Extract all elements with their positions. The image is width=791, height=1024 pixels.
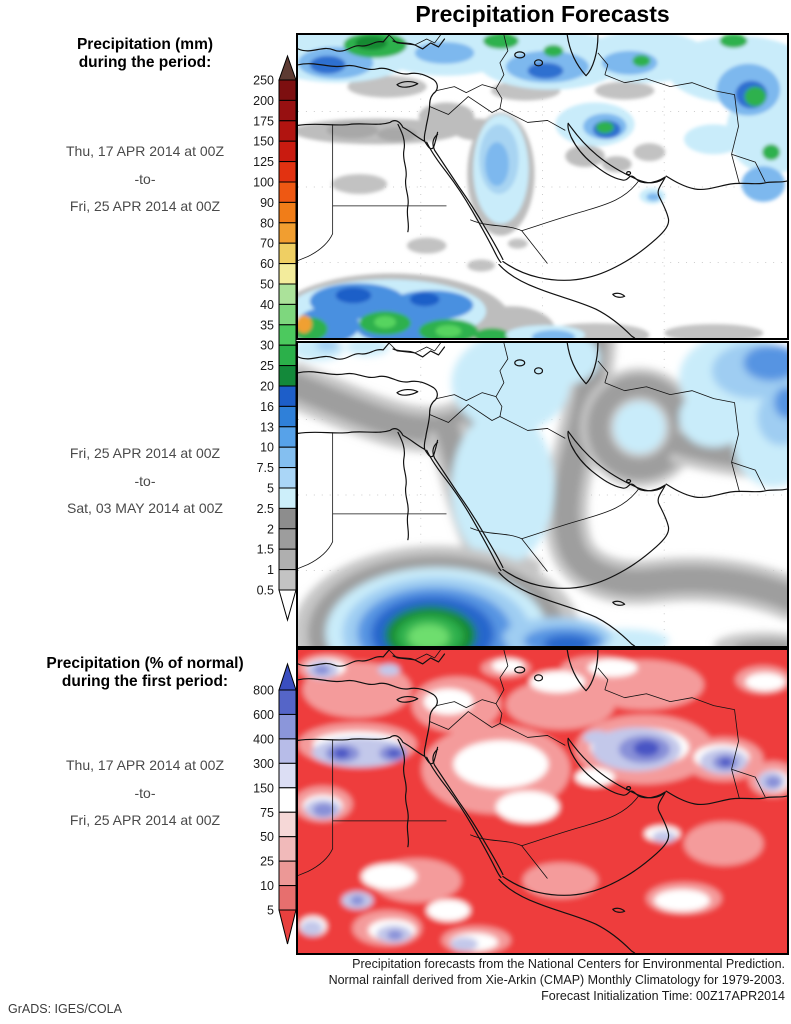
colorbar-arrow-top [278, 662, 297, 691]
colorbar-segment [278, 689, 297, 715]
colorbar-segment [278, 181, 297, 203]
colorbar-tick-label: 30 [260, 339, 274, 353]
colorbar-segment [278, 99, 297, 122]
colorbar-tick-label: 200 [253, 94, 274, 108]
footer-line-3: Forecast Initialization Time: 00Z17APR20… [541, 989, 785, 1003]
colorbar-segment [278, 303, 297, 326]
colorbar-arrow-bottom [278, 589, 297, 622]
footer-line-1: Precipitation forecasts from the Nationa… [352, 957, 785, 971]
colorbar-segment [278, 283, 297, 305]
colorbar-segment [278, 446, 297, 469]
colorbar-segment [278, 885, 297, 911]
colorbar-tick-label: 80 [260, 216, 274, 230]
colorbar-tick-label: 1 [267, 563, 274, 577]
period3-start-date: Thu, 17 APR 2014 at 00Z [66, 757, 224, 773]
grads-credit: GrADS: IGES/COLA [8, 1002, 122, 1016]
colorbar-tick-label: 300 [253, 757, 274, 771]
colorbar-tick-label: 16 [260, 400, 274, 414]
colorbar-tick-label: 150 [253, 781, 274, 795]
colorbar-tick-label: 35 [260, 318, 274, 332]
colorbar-segment [278, 324, 297, 346]
colorbar-segment [278, 713, 297, 740]
colorbar-segment [278, 836, 297, 862]
colorbar-segment [278, 487, 297, 509]
colorbar-segment [278, 467, 297, 489]
colorbar-tick-label: 2.5 [257, 502, 274, 516]
period1-end-date: Fri, 25 APR 2014 at 00Z [69, 198, 221, 214]
colorbar-segment [278, 762, 297, 789]
map-panel-3 [296, 648, 789, 955]
colorbar-tick-label: 70 [260, 237, 274, 251]
colorbar-segment [278, 79, 297, 101]
colorbar-tick-label: 10 [260, 441, 274, 455]
period2-start-date: Fri, 25 APR 2014 at 00Z [69, 445, 221, 461]
colorbar-arrow-bottom [278, 909, 297, 945]
map-panel-2 [296, 341, 789, 648]
footer-line-2: Normal rainfall derived from Xie-Arkin (… [328, 973, 785, 987]
colorbar-tick-label: 50 [260, 278, 274, 292]
colorbar-segment [278, 201, 297, 224]
colorbar-tick-label: 10 [260, 879, 274, 893]
colorbar-arrow-top [278, 54, 297, 81]
colorbar-tick-label: 0.5 [257, 584, 274, 598]
period2-separator: -to- [134, 473, 156, 489]
colorbar-segment [278, 161, 297, 183]
map-panel-1 [296, 33, 789, 340]
colorbar-tick-label: 175 [253, 114, 274, 128]
colorbar-segment [278, 140, 297, 163]
colorbar-tick-label: 60 [260, 257, 274, 271]
colorbar-tick-label: 150 [253, 135, 274, 149]
colorbar-segment [278, 569, 297, 591]
period3-separator: -to- [134, 785, 156, 801]
colorbar-tick-label: 400 [253, 732, 274, 746]
colorbar-segment [278, 120, 297, 142]
period1-heading-line1: Precipitation (mm) [76, 36, 214, 53]
colorbar-tick-label: 1.5 [257, 543, 274, 557]
colorbar-tick-label: 7.5 [257, 461, 274, 475]
colorbar-segment [278, 528, 297, 550]
colorbar-tick-label: 13 [260, 420, 274, 434]
colorbar-segment [278, 344, 297, 367]
colorbar-segment [278, 507, 297, 530]
colorbar-tick-label: 5 [267, 482, 274, 496]
period1-start-date: Thu, 17 APR 2014 at 00Z [66, 143, 224, 159]
period3-end-date: Fri, 25 APR 2014 at 00Z [69, 812, 221, 828]
colorbar-tick-label: 25 [260, 855, 274, 869]
colorbar-segment [278, 787, 297, 813]
colorbar-segment [278, 222, 297, 244]
colorbar-tick-label: 125 [253, 155, 274, 169]
colorbar-tick-label: 250 [253, 74, 274, 88]
period3-heading-line2: during the first period: [61, 673, 229, 690]
colorbar-tick-label: 5 [267, 904, 274, 918]
colorbar-segment [278, 548, 297, 571]
colorbar-segment [278, 405, 297, 428]
colorbar-tick-label: 25 [260, 359, 274, 373]
colorbar-tick-label: 600 [253, 708, 274, 722]
colorbar-segment [278, 385, 297, 407]
period2-end-date: Sat, 03 MAY 2014 at 00Z [67, 500, 223, 516]
colorbar-tick-label: 800 [253, 684, 274, 698]
colorbar-tick-label: 2 [267, 522, 274, 536]
colorbar-segment [278, 242, 297, 265]
colorbar-tick-label: 20 [260, 380, 274, 394]
colorbar-segment [278, 811, 297, 838]
period1-heading-line2: during the period: [78, 54, 212, 71]
colorbar-segment [278, 738, 297, 764]
colorbar-tick-label: 75 [260, 806, 274, 820]
colorbar-segment [278, 365, 297, 387]
page-title: Precipitation Forecasts [415, 1, 670, 27]
colorbar-tick-label: 40 [260, 298, 274, 312]
period3-heading-line1: Precipitation (% of normal) [46, 655, 244, 672]
colorbar-segment [278, 860, 297, 887]
period1-separator: -to- [134, 171, 156, 187]
colorbar-tick-label: 90 [260, 196, 274, 210]
colorbar-pct: 800 600 400 300 150 75 50 25 10 5 [253, 662, 297, 945]
colorbar-segment [278, 263, 297, 285]
colorbar-segment [278, 426, 297, 448]
colorbar-mm: 2502001751501251009080706050403530252016… [253, 54, 297, 622]
colorbar-tick-label: 100 [253, 176, 274, 190]
colorbar-tick-label: 50 [260, 830, 274, 844]
